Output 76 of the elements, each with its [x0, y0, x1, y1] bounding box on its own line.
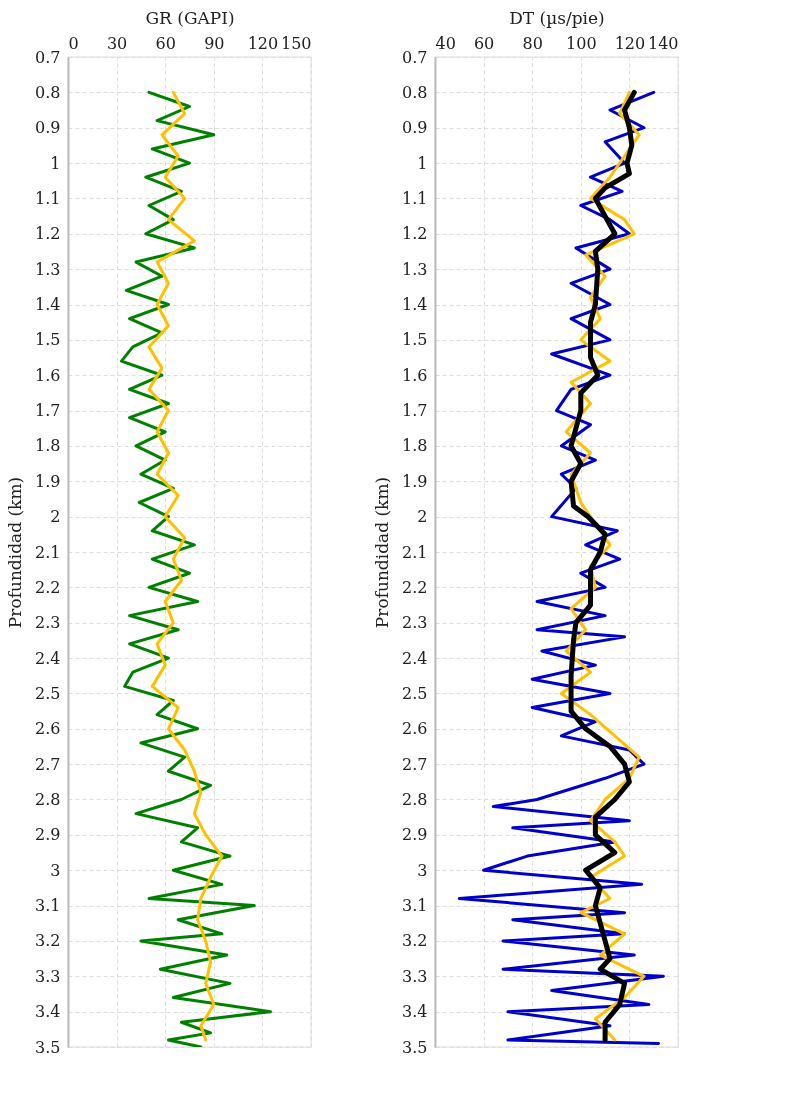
x-tick-label: 100 [566, 33, 597, 53]
x-tick-label: 80 [522, 33, 543, 53]
x-tick-label: 60 [155, 33, 176, 53]
y-tick-label: 3.1 [35, 896, 61, 916]
y-tick-label: 1.2 [35, 224, 61, 244]
y-tick-label: 1 [50, 153, 61, 173]
y-tick-label: 2.1 [35, 542, 61, 562]
y-tick-label: 3.1 [402, 896, 428, 916]
y-tick-label: 2.1 [402, 542, 428, 562]
y-tick-label: 0.9 [35, 118, 61, 138]
x-tick-label: 30 [106, 33, 128, 53]
y-tick-label: 2.4 [402, 648, 428, 668]
y-tick-label: 2.2 [35, 577, 61, 597]
y-tick-label: 3 [50, 860, 61, 880]
x-tick-label: 60 [473, 33, 495, 53]
y-tick-label: 1.7 [35, 401, 61, 421]
y-tick-label: 1.9 [402, 471, 428, 491]
y-tick-label: 3.2 [402, 931, 428, 951]
y-tick-label: 1.9 [35, 471, 61, 491]
y-tick-label: 1 [417, 153, 428, 173]
y-tick-label: 2.8 [35, 790, 61, 809]
y-tick-label: 1.8 [402, 436, 428, 456]
y-tick-label: 0.8 [402, 82, 428, 102]
y-axis-title: Profundidad (km) [372, 476, 393, 629]
y-tick-label: 1.5 [35, 330, 61, 350]
y-tick-label: 2 [50, 507, 61, 527]
y-tick-label: 3.5 [35, 1037, 61, 1057]
x-tick-label: 140 [647, 33, 679, 53]
y-tick-label: 2.2 [402, 577, 428, 597]
y-tick-label: 2.5 [402, 683, 428, 703]
y-tick-label: 2.5 [35, 683, 61, 703]
x-tick-label: 150 [280, 33, 312, 53]
y-tick-label: 3.4 [35, 1002, 61, 1022]
x-tick-label: 40 [435, 33, 456, 53]
y-tick-label: 2.3 [35, 613, 61, 633]
y-tick-label: 0.7 [35, 47, 61, 67]
y-tick-label: 2.8 [402, 790, 428, 809]
x-tick-label: 120 [614, 33, 646, 53]
y-tick-label: 1.7 [402, 401, 428, 421]
y-tick-label: 2.4 [35, 648, 61, 668]
y-tick-label: 2.7 [35, 754, 61, 774]
y-tick-label: 2.3 [402, 613, 428, 633]
y-tick-label: 3.3 [402, 966, 428, 986]
y-tick-label: 0.9 [402, 118, 428, 138]
y-tick-label: 1.3 [35, 259, 61, 279]
x-axis-title: GR (GAPI) [145, 7, 235, 28]
y-tick-label: 2.6 [402, 719, 428, 739]
y-tick-label: 1.4 [402, 295, 428, 314]
y-tick-label: 1.4 [35, 295, 61, 314]
y-tick-label: 2.9 [35, 825, 61, 845]
x-tick-label: 90 [204, 33, 225, 53]
y-tick-label: 3.5 [402, 1037, 428, 1057]
y-tick-label: 1.6 [35, 365, 61, 385]
x-tick-label: 0 [68, 33, 79, 53]
y-axis-title: Profundidad (km) [5, 476, 26, 629]
y-tick-label: 0.8 [35, 82, 61, 102]
line-series [147, 90, 224, 1042]
x-axis-title: DT (µs/pie) [509, 7, 605, 28]
y-tick-label: 0.7 [402, 47, 428, 67]
y-tick-label: 3.4 [402, 1002, 428, 1022]
line-series [119, 90, 272, 1047]
y-tick-label: 3.2 [35, 931, 61, 951]
y-tick-label: 1.2 [402, 224, 428, 244]
y-tick-label: 1.5 [402, 330, 428, 350]
y-tick-label: 1.3 [402, 259, 428, 279]
x-tick-label: 120 [247, 33, 279, 53]
y-tick-label: 3 [417, 860, 428, 880]
y-tick-label: 2 [417, 507, 428, 527]
y-tick-label: 1.1 [402, 188, 428, 208]
y-tick-label: 2.7 [402, 754, 428, 774]
y-tick-label: 1.6 [402, 365, 428, 385]
y-tick-label: 1.1 [35, 188, 61, 208]
y-tick-label: 2.6 [35, 719, 61, 739]
y-tick-label: 2.9 [402, 825, 428, 845]
y-tick-label: 1.8 [35, 436, 61, 456]
y-tick-label: 3.3 [35, 966, 61, 986]
